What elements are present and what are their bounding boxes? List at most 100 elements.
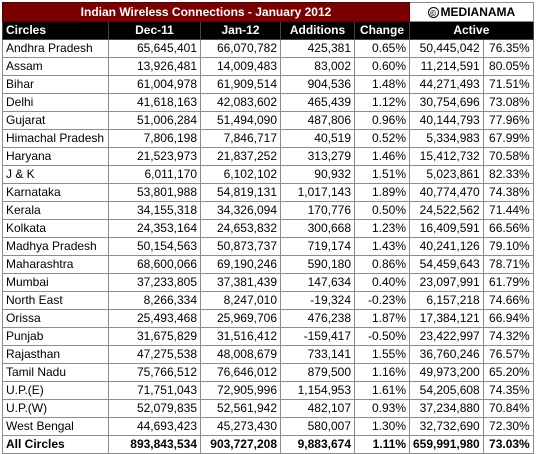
- cell-active-percent: 70.58%: [482, 147, 534, 166]
- cell-additions: 879,500: [280, 363, 355, 382]
- cell-circle: West Bengal: [2, 417, 109, 436]
- header-circles: Circles: [2, 21, 109, 40]
- cell-active-percent: 67.99%: [482, 129, 534, 148]
- cell-dec-11: 50,154,563: [108, 237, 201, 256]
- cell-change: 1.89%: [354, 183, 410, 202]
- header-dec-11: Dec-11: [108, 21, 201, 40]
- cell-active: 36,760,246: [409, 345, 484, 364]
- cell-dec-11: 44,693,423: [108, 417, 201, 436]
- cell-jan-12: 61,909,514: [200, 75, 281, 94]
- total-jan-12: 903,727,208: [200, 435, 281, 454]
- cell-jan-12: 50,873,737: [200, 237, 281, 256]
- cell-circle: Bihar: [2, 75, 109, 94]
- header-jan-12: Jan-12: [200, 21, 281, 40]
- table-row: Maharashtra 68,600,066 69,190,246 590,180 0.…: [2, 255, 534, 274]
- cell-active-percent: 74.35%: [482, 381, 534, 400]
- cell-change: -0.50%: [354, 327, 410, 346]
- cell-additions: 476,238: [280, 309, 355, 328]
- cell-change: 0.50%: [354, 201, 410, 220]
- cell-dec-11: 37,233,805: [108, 273, 201, 292]
- cell-change: 1.48%: [354, 75, 410, 94]
- cell-additions: 313,279: [280, 147, 355, 166]
- cell-change: 0.40%: [354, 273, 410, 292]
- cell-circle: Himachal Pradesh: [2, 129, 109, 148]
- cell-active: 37,234,880: [409, 399, 484, 418]
- table-row: Tamil Nadu 75,766,512 76,646,012 879,500 1.1…: [2, 363, 534, 382]
- cell-active-percent: 65.20%: [482, 363, 534, 382]
- cell-change: 1.30%: [354, 417, 410, 436]
- header-row: Circles Dec-11 Jan-12 Additions Change A…: [2, 21, 534, 40]
- table-row: Kolkata 24,353,164 24,653,832 300,668 1.23% 1…: [2, 219, 534, 238]
- total-change: 1.11%: [354, 435, 410, 454]
- cell-additions: 580,007: [280, 417, 355, 436]
- cell-circle: Rajasthan: [2, 345, 109, 364]
- cell-circle: J & K: [2, 165, 109, 184]
- cell-circle: Karnataka: [2, 183, 109, 202]
- header-additions: Additions: [280, 21, 355, 40]
- cell-change: 0.93%: [354, 399, 410, 418]
- cell-active: 11,214,591: [409, 57, 484, 76]
- cell-change: 1.46%: [354, 147, 410, 166]
- cell-dec-11: 8,266,334: [108, 291, 201, 310]
- cell-jan-12: 42,083,602: [200, 93, 281, 112]
- cell-additions: -19,324: [280, 291, 355, 310]
- table-row: Kerala 34,155,318 34,326,094 170,776 0.50% 24…: [2, 201, 534, 220]
- cell-active: 23,422,997: [409, 327, 484, 346]
- brand-logo: © MEDIANAMA: [409, 2, 534, 22]
- cell-jan-12: 6,102,102: [200, 165, 281, 184]
- cell-dec-11: 61,004,978: [108, 75, 201, 94]
- cell-circle: Tamil Nadu: [2, 363, 109, 382]
- cell-additions: 465,439: [280, 93, 355, 112]
- cell-active-percent: 79.10%: [482, 237, 534, 256]
- cell-additions: 482,107: [280, 399, 355, 418]
- cell-circle: Haryana: [2, 147, 109, 166]
- cell-jan-12: 72,905,996: [200, 381, 281, 400]
- table-title: Indian Wireless Connections - January 20…: [2, 2, 410, 22]
- cell-active: 50,445,042: [409, 39, 484, 58]
- cell-active: 40,144,793: [409, 111, 484, 130]
- cell-circle: Mumbai: [2, 273, 109, 292]
- cell-active-percent: 71.51%: [482, 75, 534, 94]
- cell-circle: Maharashtra: [2, 255, 109, 274]
- cell-active: 17,384,121: [409, 309, 484, 328]
- cell-active-percent: 77.96%: [482, 111, 534, 130]
- cell-dec-11: 34,155,318: [108, 201, 201, 220]
- cell-additions: 90,932: [280, 165, 355, 184]
- cell-active: 49,973,200: [409, 363, 484, 382]
- table-row: Orissa 25,493,468 25,969,706 476,238 1.87% 17…: [2, 309, 534, 328]
- cell-change: 1.16%: [354, 363, 410, 382]
- total-row: All Circles 893,843,534 903,727,208 9,883,6…: [2, 435, 534, 454]
- table-row: U.P.(E) 71,751,043 72,905,996 1,154,953 1.61…: [2, 381, 534, 400]
- cell-jan-12: 52,561,942: [200, 399, 281, 418]
- total-circle: All Circles: [2, 435, 109, 454]
- copyright-icon: ©: [427, 6, 439, 18]
- cell-dec-11: 31,675,829: [108, 327, 201, 346]
- cell-circle: North East: [2, 291, 109, 310]
- cell-active-percent: 74.32%: [482, 327, 534, 346]
- cell-additions: 1,154,953: [280, 381, 355, 400]
- cell-jan-12: 34,326,094: [200, 201, 281, 220]
- cell-circle: Kerala: [2, 201, 109, 220]
- cell-change: 0.60%: [354, 57, 410, 76]
- cell-dec-11: 52,079,835: [108, 399, 201, 418]
- cell-active: 32,732,690: [409, 417, 484, 436]
- cell-change: 1.51%: [354, 165, 410, 184]
- cell-circle: Andhra Pradesh: [2, 39, 109, 58]
- table-row: J & K 6,011,170 6,102,102 90,932 1.51% 5,023,…: [2, 165, 534, 184]
- cell-change: 1.87%: [354, 309, 410, 328]
- table-row: West Bengal 44,693,423 45,273,430 580,007 1.…: [2, 417, 534, 436]
- cell-jan-12: 31,516,412: [200, 327, 281, 346]
- cell-jan-12: 14,009,483: [200, 57, 281, 76]
- cell-active-percent: 76.57%: [482, 345, 534, 364]
- cell-additions: 1,017,143: [280, 183, 355, 202]
- cell-active-percent: 61.79%: [482, 273, 534, 292]
- cell-circle: Punjab: [2, 327, 109, 346]
- cell-jan-12: 76,646,012: [200, 363, 281, 382]
- cell-active: 23,097,991: [409, 273, 484, 292]
- cell-jan-12: 25,969,706: [200, 309, 281, 328]
- cell-circle: U.P.(E): [2, 381, 109, 400]
- cell-additions: 40,519: [280, 129, 355, 148]
- cell-jan-12: 54,819,131: [200, 183, 281, 202]
- cell-dec-11: 51,006,284: [108, 111, 201, 130]
